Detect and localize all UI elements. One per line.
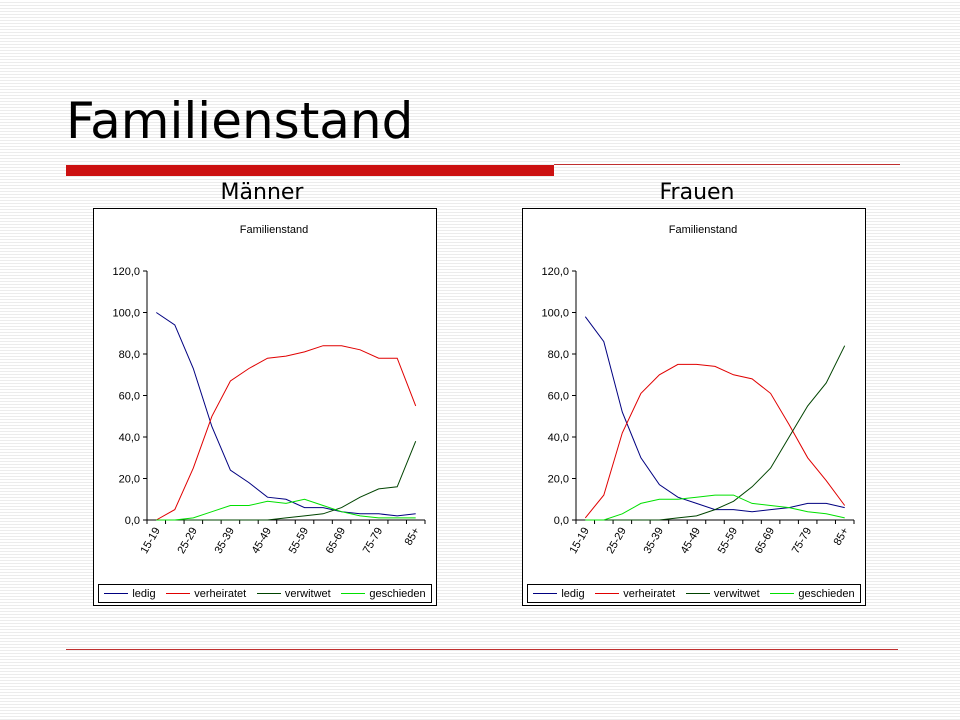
- chart-maenner-series-verheiratet: [156, 345, 417, 521]
- chart-maenner-legend-label-verheiratet: verheiratet: [194, 587, 247, 600]
- chart-frauen-ytick-label: 120,0: [541, 266, 569, 278]
- chart-frauen-xtick-label: 45-49: [679, 526, 703, 556]
- chart-maenner-ytick-label: 120,0: [112, 266, 140, 278]
- chart-maenner-xtick-label: 65-69: [324, 526, 348, 556]
- chart-frauen-ytick-label: 80,0: [548, 349, 569, 361]
- chart-maenner-legend-item-ledig: ledig: [104, 587, 156, 600]
- chart-maenner-series-geschieden: [156, 498, 416, 521]
- chart-frauen-xtick-label: 55-59: [716, 526, 740, 556]
- chart-maenner-ytick-label: 20,0: [119, 474, 140, 486]
- chart-frauen-legend-label-geschieden: geschieden: [798, 587, 855, 600]
- chart-maenner: Familienstand 0,0 20,0 40,0 60,0 80,0 100,0 120…: [93, 208, 437, 606]
- chart-frauen-series-ledig: [584, 316, 845, 513]
- chart-maenner-ytick-label: 100,0: [112, 308, 140, 320]
- chart-frauen-legend-item-ledig: ledig: [533, 587, 585, 600]
- chart-frauen-series-verheiratet: [584, 363, 846, 519]
- chart-frauen-legend-label-ledig: ledig: [561, 587, 585, 600]
- chart-maenner-xtick-label: 75-79: [361, 526, 385, 556]
- chart-frauen-ytick-label: 40,0: [548, 432, 569, 444]
- chart-frauen-series-verwitwet: [585, 345, 846, 521]
- chart-maenner-xtick-label: 45-49: [250, 526, 274, 556]
- chart-frauen-xtick-label: 15-19: [567, 526, 591, 556]
- chart-maenner-series-ledig: [156, 312, 416, 517]
- chart-maenner-legend-label-ledig: ledig: [132, 587, 156, 600]
- chart-frauen-legend: ledig verheiratet verwitwet geschieden: [527, 584, 861, 603]
- title-accent-bar: [66, 165, 554, 176]
- column-label-maenner: Männer: [220, 180, 304, 205]
- chart-frauen-plot: Familienstand 0,0 20,0 40,0 60,0 80,0 100,0 120…: [541, 224, 855, 556]
- chart-frauen-xtick-label: 35-39: [642, 526, 666, 556]
- chart-maenner-ytick-label: 40,0: [119, 432, 140, 444]
- column-label-frauen: Frauen: [659, 180, 735, 205]
- chart-maenner-legend-swatch-ledig: [104, 593, 129, 594]
- chart-maenner-xtick-label: 35-39: [213, 526, 237, 556]
- chart-frauen: Familienstand 0,0 20,0 40,0 60,0 80,0 100,0 120…: [522, 208, 866, 606]
- chart-frauen-legend-item-verheiratet: verheiratet: [595, 588, 675, 600]
- chart-maenner-legend-label-geschieden: geschieden: [369, 587, 426, 600]
- chart-frauen-title: Familienstand: [669, 224, 737, 236]
- chart-maenner-plot: Familienstand 0,0 20,0 40,0 60,0 80,0 100,0 120…: [112, 224, 426, 556]
- chart-maenner-series-verwitwet: [156, 441, 417, 521]
- title-divider-line: [554, 164, 900, 165]
- chart-maenner-legend-label-verwitwet: verwitwet: [284, 587, 331, 600]
- chart-frauen-series-geschieden: [585, 494, 845, 521]
- chart-maenner-legend-swatch-verheiratet: [166, 593, 191, 594]
- chart-maenner-legend-item-verheiratet: verheiratet: [166, 588, 246, 600]
- chart-maenner-ytick-label: 80,0: [119, 349, 140, 361]
- chart-frauen-ytick-label: 60,0: [548, 391, 569, 403]
- chart-maenner-legend-swatch-geschieden: [341, 593, 366, 594]
- chart-frauen-xtick-label: 25-29: [604, 526, 628, 556]
- footer-divider-line: [66, 649, 898, 650]
- chart-maenner-xtick-label: 55-59: [287, 526, 311, 556]
- chart-frauen-legend-item-geschieden: geschieden: [770, 587, 855, 600]
- chart-maenner-ytick-label: 60,0: [119, 391, 140, 403]
- chart-frauen-xtick-label: 75-79: [790, 526, 814, 556]
- slide-title: Familienstand: [66, 92, 414, 150]
- chart-frauen-legend-swatch-verheiratet: [595, 593, 620, 594]
- chart-frauen-legend-label-verheiratet: verheiratet: [623, 587, 676, 600]
- chart-frauen-xtick-label: 65-69: [753, 526, 777, 556]
- chart-maenner-legend: ledig verheiratet verwitwet geschieden: [98, 584, 432, 603]
- chart-maenner-ytick-label: 0,0: [125, 515, 140, 527]
- chart-maenner-xtick-label: 85+: [403, 526, 423, 548]
- chart-frauen-ytick-label: 100,0: [541, 308, 569, 320]
- chart-maenner-xtick-label: 15-19: [138, 526, 162, 556]
- chart-frauen-legend-swatch-verwitwet: [685, 593, 710, 594]
- chart-maenner-xtick-label: 25-29: [175, 526, 199, 556]
- chart-frauen-legend-label-verwitwet: verwitwet: [713, 587, 760, 600]
- chart-frauen-ytick-label: 20,0: [548, 474, 569, 486]
- chart-frauen-ytick-label: 0,0: [554, 515, 569, 527]
- chart-frauen-legend-item-verwitwet: verwitwet: [685, 587, 760, 600]
- chart-maenner-title: Familienstand: [240, 224, 308, 236]
- chart-frauen-legend-swatch-ledig: [533, 593, 558, 594]
- chart-frauen-legend-swatch-geschieden: [770, 593, 795, 594]
- chart-frauen-xtick-label: 85+: [832, 526, 852, 548]
- chart-maenner-legend-item-geschieden: geschieden: [341, 587, 426, 600]
- chart-maenner-legend-item-verwitwet: verwitwet: [256, 587, 331, 600]
- chart-maenner-legend-swatch-verwitwet: [256, 593, 281, 594]
